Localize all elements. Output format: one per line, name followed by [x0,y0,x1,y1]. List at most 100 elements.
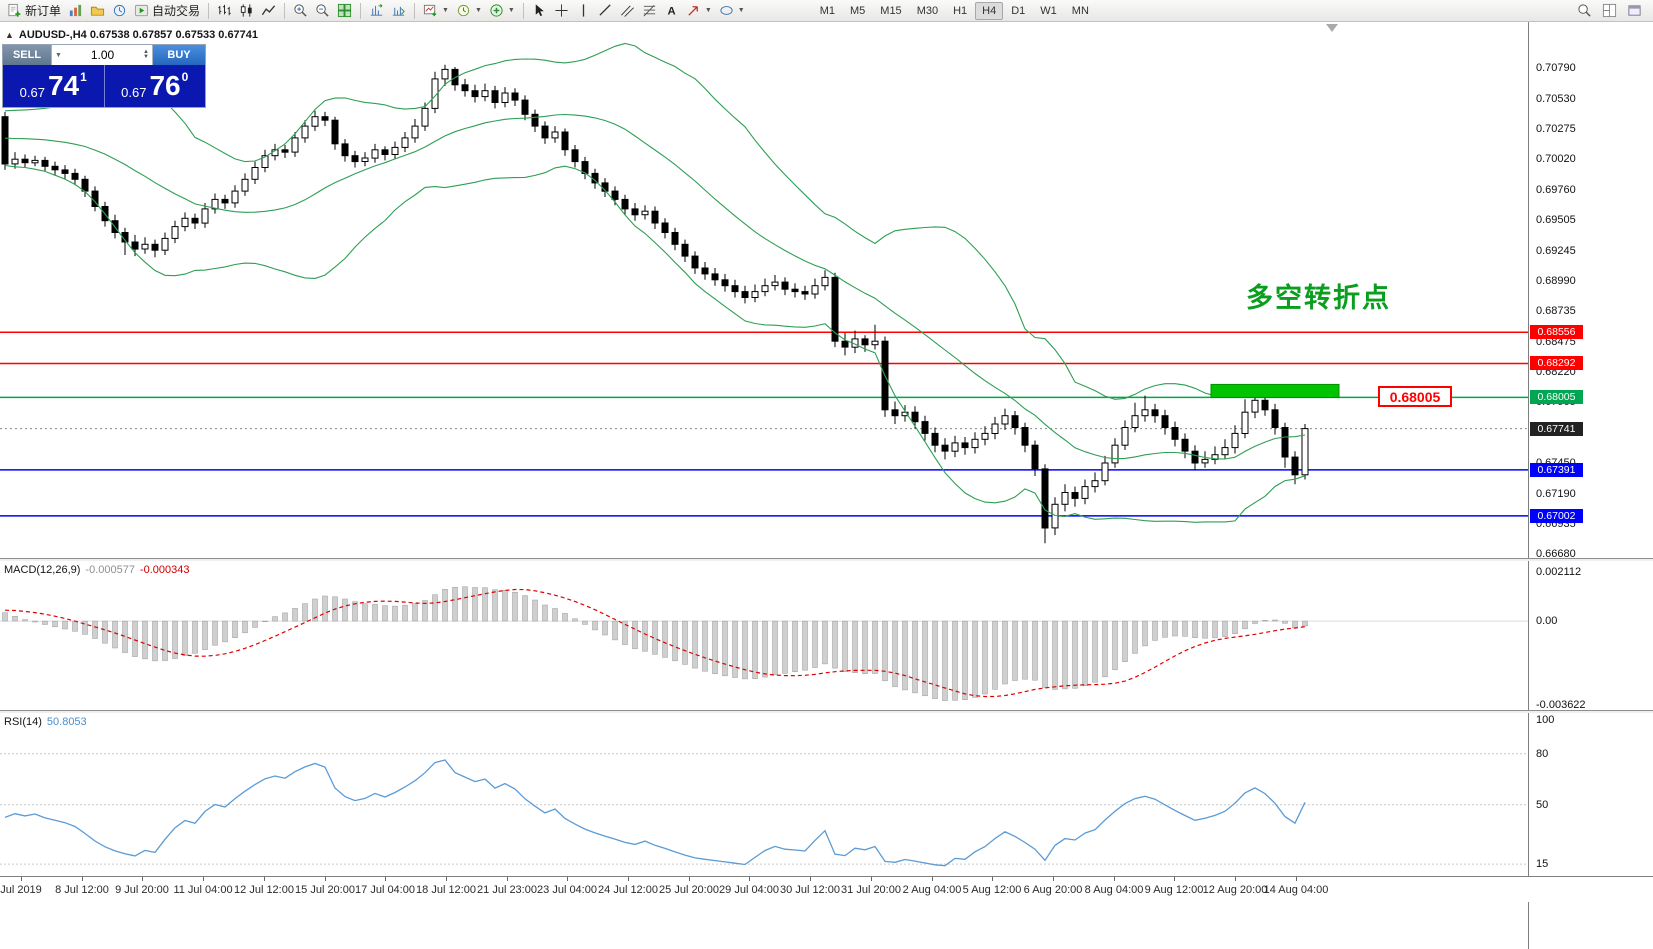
tile-windows-icon [337,3,352,18]
candlestick-chart-button[interactable] [236,1,257,21]
time-axis-tick [689,877,690,881]
macd-indicator-chart[interactable] [0,561,1528,710]
price-axis-label: 0.68990 [1536,275,1576,287]
price-axis-label: 0.66680 [1536,548,1576,560]
docking-icon [1627,3,1642,18]
time-axis-label: 25 Jul 20:00 [659,884,719,896]
line-chart-button[interactable] [258,1,279,21]
time-axis-tick [1296,877,1297,881]
profiles-button[interactable] [87,1,108,21]
sell-button[interactable]: SELL [3,45,51,65]
spinner-down-icon[interactable]: ▼ [143,54,149,60]
timeframe-toolbar: M1 M5 M15 M30 H1 H4 D1 W1 MN [813,1,1096,20]
chart-shift-icon [369,3,384,18]
timeframe-d1-button[interactable]: D1 [1011,4,1026,17]
time-axis-tick [446,877,447,881]
sell-price-pip: 1 [80,70,87,84]
docking-button[interactable] [1624,1,1645,21]
chart-window-button[interactable] [65,1,86,21]
rsi-panel-splitter[interactable] [0,710,1653,713]
new-chart-dropdown[interactable]: ▼ [420,1,452,21]
chart-shift-marker [1326,24,1338,32]
timeframe-h1-button[interactable]: H1 [953,4,968,17]
time-axis-label: 2 Aug 04:00 [902,884,962,896]
new-order-icon [7,3,22,18]
price-level-tag: 0.67741 [1530,422,1583,436]
time-axis-label: 24 Jul 12:00 [598,884,658,896]
bar-chart-button[interactable] [214,1,235,21]
layouts-button[interactable] [1599,1,1620,21]
crosshair-tool-button[interactable] [551,1,572,21]
timeframe-m1-button[interactable]: M1 [819,4,835,17]
rsi-indicator-chart[interactable] [0,713,1528,876]
tile-windows-button[interactable] [334,1,355,21]
one-click-toggle-icon[interactable]: ▲ [5,30,14,40]
market-watch-button[interactable] [109,1,130,21]
arrow-tool-icon [686,3,701,18]
time-axis-label: 8 Jul 12:00 [55,884,109,896]
macd-axis-label: 0.00 [1536,615,1558,627]
timeframe-mn-button[interactable]: MN [1071,4,1089,17]
text-icon: A [664,3,679,18]
text-tool-button[interactable]: A [661,1,682,21]
macd-panel-splitter[interactable] [0,558,1653,561]
arrows-tool-dropdown[interactable]: ▼ [683,1,715,21]
shapes-icon [719,3,734,18]
volume-spinner[interactable]: ▲ ▼ [143,49,149,60]
period-dropdown[interactable]: ▼ [453,1,485,21]
price-level-callout[interactable]: 0.68005 [1378,386,1452,407]
line-chart-icon [261,3,276,18]
timeframe-h4-button[interactable]: H4 [975,1,1004,20]
chart-shift-button[interactable] [366,1,387,21]
timeframe-m30-button[interactable]: M30 [916,4,939,17]
zoom-in-button[interactable] [290,1,311,21]
time-axis-label: 23 Jul 04:00 [537,884,597,896]
toolbar-separator [522,2,524,19]
fibonacci-tool-button[interactable] [639,1,660,21]
vertical-line-tool-button[interactable] [573,1,594,21]
timeframe-w1-button[interactable]: W1 [1040,4,1057,17]
shapes-tool-dropdown[interactable]: ▼ [716,1,748,21]
candlestick-icon [239,3,254,18]
price-axis[interactable]: 0.70790 0.70530 0.70275 0.70020 0.69760 0.695… [1528,22,1653,949]
price-level-tag: 0.68556 [1530,325,1583,339]
time-axis-tick [1235,877,1236,881]
timeframe-m5-button[interactable]: M5 [850,4,866,17]
time-axis-label: 8 Aug 04:00 [1084,884,1144,896]
price-axis-label: 0.68475 [1536,336,1576,348]
timeframe-m15-button[interactable]: M15 [880,4,902,17]
buy-price-display[interactable]: 0.67 76 0 [105,65,206,107]
time-axis-label: 9 Aug 12:00 [1144,884,1204,896]
chart-annotation-text[interactable]: 多空转折点 [1246,283,1391,313]
search-button[interactable] [1574,1,1595,21]
volume-value: 1.00 [90,48,115,62]
rsi-axis-label: 80 [1536,748,1549,760]
macd-label: MACD(12,26,9) -0.000577 -0.000343 [4,564,190,576]
trendline-tool-button[interactable] [595,1,616,21]
spinner-up-icon[interactable]: ▲ [143,49,149,55]
time-axis-tick [932,877,933,881]
buy-price-big: 76 [149,70,181,101]
time-axis-tick [203,877,204,881]
vertical-line-icon [576,3,591,18]
sell-price-display[interactable]: 0.67 74 1 [3,65,105,107]
zoom-out-button[interactable] [312,1,333,21]
cursor-tool-button[interactable] [529,1,550,21]
buy-button[interactable]: BUY [153,45,205,65]
indicators-dropdown[interactable]: ▼ [486,1,518,21]
time-axis-label: 5 Aug 12:00 [962,884,1022,896]
crosshair-icon [554,3,569,18]
volume-input[interactable]: ▼ 1.00 ▲ ▼ [51,45,153,65]
time-axis-tick [507,877,508,881]
buy-price-pip: 0 [181,70,189,84]
time-axis-tick [1114,877,1115,881]
zoom-out-icon [315,3,330,18]
volume-dropdown-icon[interactable]: ▼ [55,51,62,59]
profiles-icon [90,3,105,18]
channel-tool-button[interactable] [617,1,638,21]
autotrading-button[interactable]: 自动交易 [131,1,203,21]
candlestick-chart[interactable] [0,22,1528,558]
auto-scroll-button[interactable] [388,1,409,21]
new-order-button[interactable]: 新订单 [4,1,64,21]
time-axis[interactable]: Jul 2019 8 Jul 12:00 9 Jul 20:00 11 Jul 04:… [0,876,1653,902]
